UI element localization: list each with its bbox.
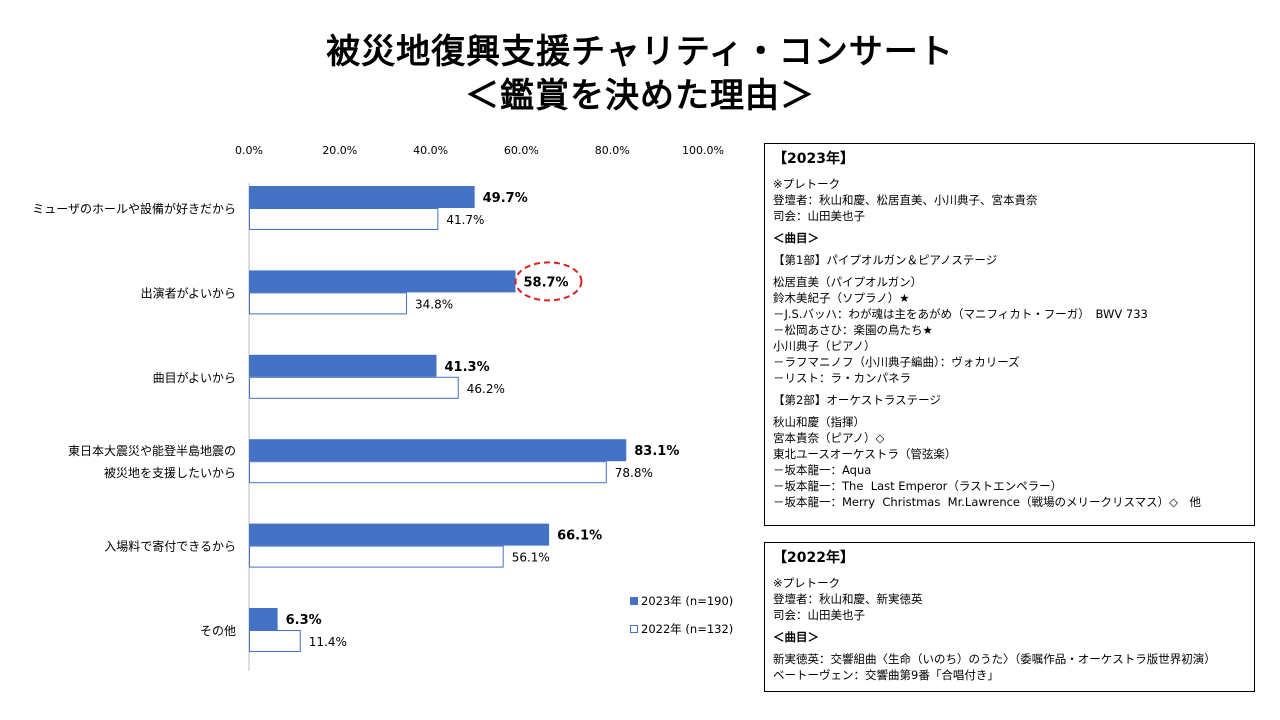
box-2023-line: 【第2部】オーケストラステージ	[773, 393, 941, 407]
box-2023-line: 登壇者：秋山和慶、松居直美、小川典子、宮本貴奈	[773, 193, 1038, 207]
box-2022-header: 【2022年】	[773, 550, 854, 566]
legend-swatch-2023	[630, 597, 638, 605]
box-2023-line: －坂本龍一：Aqua	[773, 463, 872, 477]
box-2023-line: 司会：山田美也子	[773, 209, 865, 223]
data-label-2023: 66.1%	[557, 529, 602, 544]
data-label-2022: 78.8%	[615, 466, 653, 480]
legend-swatch-2022	[630, 625, 638, 633]
x-tick-label: 100.0%	[682, 144, 724, 157]
box-2023-line: －リスト：ラ・カンパネラ	[773, 371, 911, 385]
bar-2022	[249, 545, 504, 568]
box-2022-line: 新実徳英：交響組曲〈生命（いのち）のうた〉（委嘱作品・オーケストラ版世界初演）	[773, 652, 1216, 666]
info-box-2023: 【2023年】 ※プレトーク登壇者：秋山和慶、松居直美、小川典子、宮本貴奈 司会：…	[764, 143, 1255, 526]
box-2023-line: 【第1部】パイプオルガン＆ピアノステージ	[773, 253, 998, 267]
highlight-circle	[514, 261, 583, 302]
bar-2022	[249, 630, 301, 652]
box-2023-line: ＜曲目＞	[773, 231, 819, 245]
data-label-2023: 49.7%	[483, 191, 528, 206]
info-box-2022: 【2022年】 ※プレトーク登壇者：秋山和慶、新実徳英 司会：山田美也子 ＜曲目＞ 新…	[764, 542, 1255, 692]
box-2023-line: －J.S.バッハ：わが魂は主をあがめ（マニフィカト・フーガ） BWV 733	[773, 307, 1148, 321]
data-label-2022: 34.8%	[415, 297, 453, 311]
category-label: 東日本大震災や能登半島地震の	[68, 443, 236, 458]
box-2022-line: ベートーヴェン：交響曲第9番「合唱付き」	[773, 668, 999, 682]
box-2023-line: ※プレトーク	[773, 177, 841, 191]
legend-label-2023: 2023年 (n=190)	[641, 594, 733, 608]
legend-label-2022: 2022年 (n=132)	[641, 622, 733, 636]
box-2022-line: ＜曲目＞	[773, 630, 819, 644]
title-line-2: ＜鑑賞を決めた理由＞	[465, 76, 815, 116]
bar-2023	[249, 186, 475, 208]
bar-2023	[249, 608, 278, 630]
bar-2023	[249, 439, 627, 462]
bar-2023	[249, 270, 516, 293]
data-label-2023: 6.3%	[286, 613, 322, 628]
box-2023-line: －松岡あさひ：楽園の鳥たち★	[773, 323, 933, 337]
data-label-2023: 41.3%	[445, 360, 490, 375]
bar-2023	[249, 354, 437, 377]
box-2022-line: 登壇者：秋山和慶、新実徳英	[773, 592, 923, 606]
category-label: ミューザのホールや設備が好きだから	[32, 201, 236, 216]
bar-chart: 0.0% 20.0% 40.0% 60.0% 80.0% 100.0% ミューザのホールや設…	[32, 144, 733, 671]
page-title: 被災地復興支援チャリティ・コンサート ＜鑑賞を決めた理由＞	[0, 30, 1280, 118]
box-2023-header: 【2023年】	[773, 151, 854, 167]
box-2023-line: 秋山和慶（指揮）	[773, 415, 865, 429]
title-line-1: 被災地復興支援チャリティ・コンサート	[326, 32, 954, 72]
x-tick-label: 20.0%	[322, 144, 357, 157]
box-2023-line: 鈴木美紀子（ソプラノ）★	[773, 291, 910, 305]
category-label: 曲目がよいから	[153, 370, 236, 385]
category-label: 被災地を支援したいから	[104, 466, 236, 480]
x-tick-label: 0.0%	[235, 144, 263, 157]
box-2023-line: －坂本龍一：The Last Emperor（ラストエンペラー）	[773, 479, 1063, 493]
data-label-2022: 11.4%	[309, 635, 347, 649]
category-label: 出演者がよいから	[141, 285, 236, 300]
category-label: その他	[200, 624, 236, 638]
data-label-2023: 58.7%	[523, 275, 568, 290]
box-2023-lines: ※プレトーク登壇者：秋山和慶、松居直美、小川典子、宮本貴奈 司会：山田美也子 ＜曲目…	[773, 176, 1246, 510]
data-label-2022: 56.1%	[512, 551, 550, 565]
bar-2022	[249, 292, 407, 315]
bar-2022	[249, 461, 607, 484]
box-2022-line: ※プレトーク	[773, 576, 841, 590]
box-2023-line: 小川典子（ピアノ）	[773, 339, 876, 353]
x-tick-label: 60.0%	[504, 144, 539, 157]
category-label: 入場料で寄付できるから	[104, 539, 236, 554]
x-tick-label: 40.0%	[413, 144, 448, 157]
bar-2022	[249, 376, 459, 399]
x-tick-label: 80.0%	[595, 144, 630, 157]
box-2023-line: －坂本龍一：Merry Christmas Mr.Lawrence（戦場のメリー…	[773, 495, 1202, 509]
box-2023-line: －ラフマニノフ（小川典子編曲）：ヴォカリーズ	[773, 355, 1020, 369]
box-2023-line: 宮本貴奈（ピアノ）◇	[773, 431, 885, 445]
box-2022-lines: ※プレトーク登壇者：秋山和慶、新実徳英 司会：山田美也子 ＜曲目＞ 新実徳英：交響組曲…	[773, 575, 1246, 683]
box-2023-line: 東北ユースオーケストラ（管弦楽）	[773, 447, 957, 461]
bar-2023	[249, 523, 550, 546]
bar-2022	[249, 208, 439, 230]
data-label-2022: 41.7%	[446, 213, 484, 227]
data-label-2022: 46.2%	[467, 382, 505, 396]
data-label-2023: 83.1%	[634, 444, 679, 459]
box-2022-line: 司会：山田美也子	[773, 608, 865, 622]
box-2023-line: 松居直美（パイプオルガン）	[773, 275, 923, 289]
